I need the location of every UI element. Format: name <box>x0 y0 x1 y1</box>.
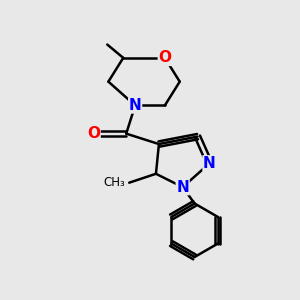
Text: N: N <box>129 98 142 113</box>
Text: N: N <box>203 156 216 171</box>
Text: CH₃: CH₃ <box>103 176 125 189</box>
Text: O: O <box>158 50 171 65</box>
Text: N: N <box>176 180 189 195</box>
Text: O: O <box>87 126 100 141</box>
